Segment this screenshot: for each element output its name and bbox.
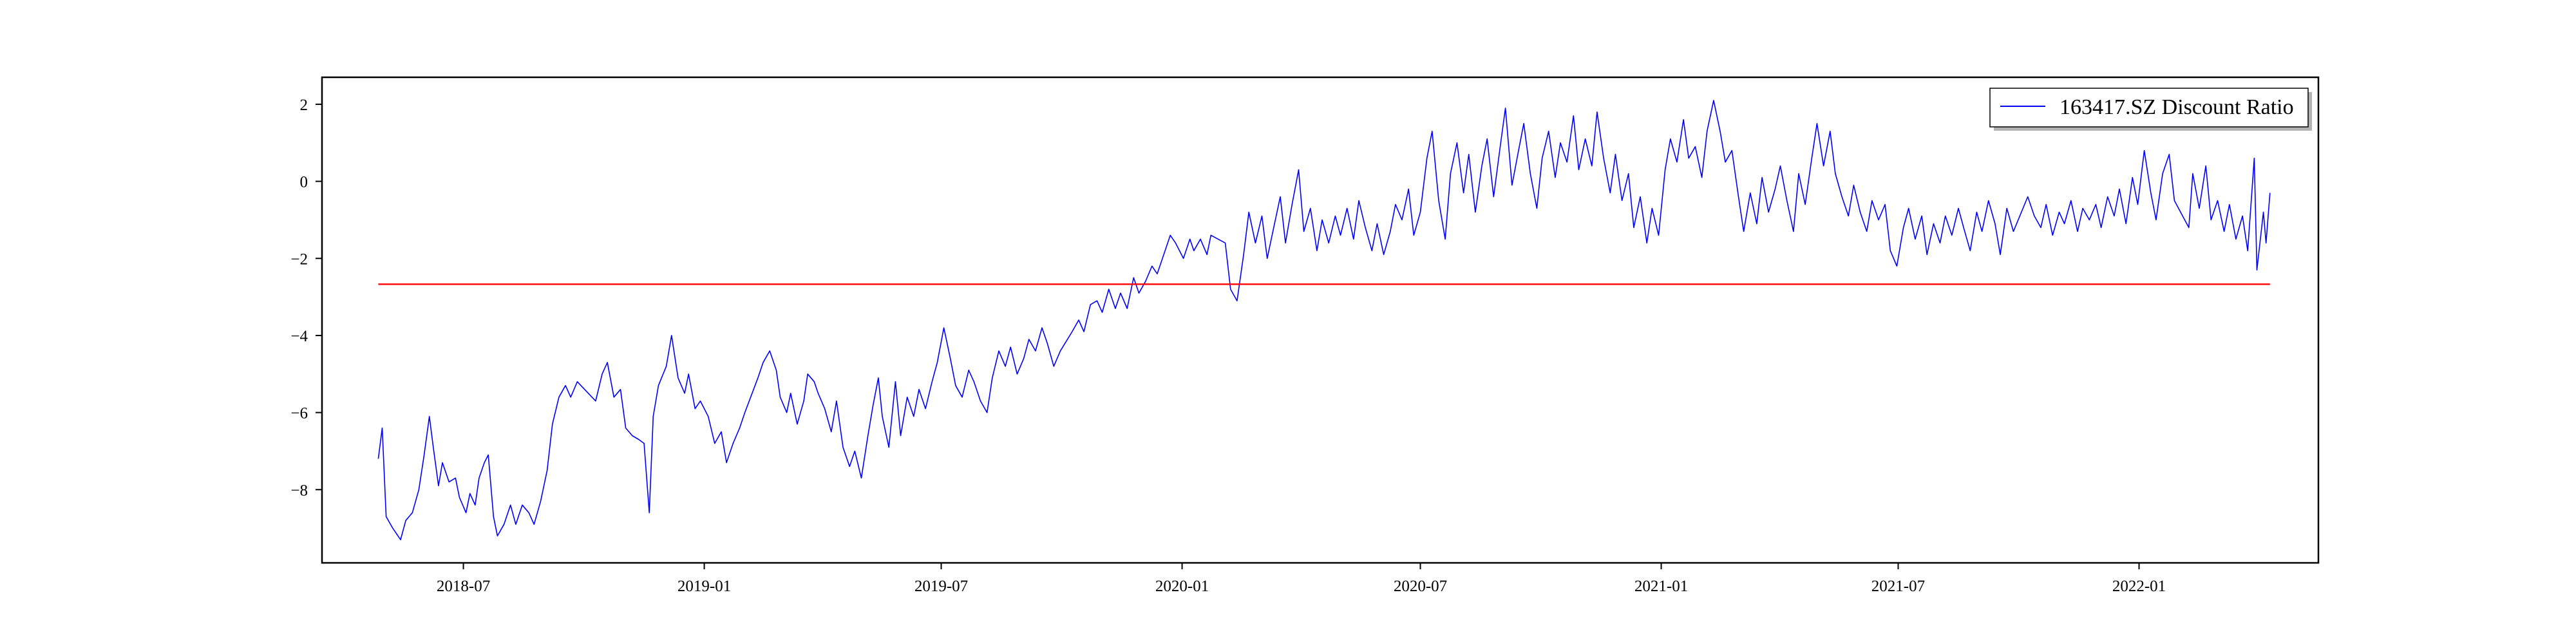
- ticks-layer: 2 0 −2 −4 −6 −8 2018-07 2019-01 2019-07 2020-01 20…: [290, 97, 2166, 595]
- legend-box: [1989, 88, 2309, 128]
- y-tick-label: −2: [290, 251, 308, 268]
- x-tick-label: 2021-07: [1871, 578, 1925, 595]
- x-tick-label: 2019-01: [677, 578, 731, 595]
- x-tick-label: 2019-07: [914, 578, 968, 595]
- legend: 163417.SZ Discount Ratio: [1989, 88, 2312, 131]
- y-tick-label: −8: [290, 482, 308, 499]
- y-tick-label: 2: [300, 97, 308, 114]
- y-tick-label: −4: [290, 328, 308, 345]
- series-line-discount-ratio: [377, 100, 2271, 540]
- plot-frame: [321, 76, 2320, 564]
- series-layer: [377, 100, 2271, 540]
- x-tick-label: 2022-01: [2112, 578, 2166, 595]
- legend-label-discount-ratio: 163417.SZ Discount Ratio: [2060, 95, 2294, 119]
- x-tick-label: 2020-07: [1394, 578, 1447, 595]
- y-tick-label: 0: [300, 174, 308, 191]
- y-tick-label: −6: [290, 405, 308, 422]
- x-tick-label: 2021-01: [1634, 578, 1688, 595]
- x-tick-label: 2018-07: [437, 578, 490, 595]
- x-tick-label: 2020-01: [1155, 578, 1209, 595]
